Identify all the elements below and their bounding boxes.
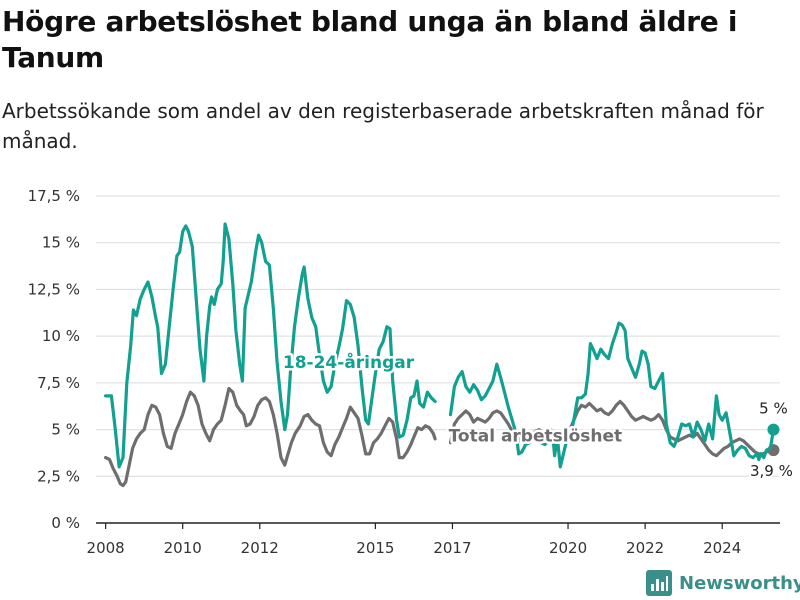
x-tick-label: 2015 [356,539,394,557]
end-value-youth: 5 % [759,400,788,418]
brand-name: Newsworthy [679,572,800,594]
y-axis-tick-labels: 0 % 2,5 % 5 % 7,5 % 10 % 12,5 % 15 % 17,5 % [28,187,80,532]
series-line-youth [104,222,437,469]
series-label-youth: 18-24-åringar [283,351,415,373]
y-tick-label: 12,5 % [28,280,80,298]
x-axis: 2008 2010 2012 2015 2017 2020 2022 2024 [87,522,780,557]
y-tick-label: 5 % [51,421,80,439]
series-label-total: Total arbetslöshet [449,427,623,447]
y-tick-label: 7,5 % [37,374,80,392]
x-tick-label: 2024 [703,539,741,557]
y-tick-label: 2,5 % [37,467,80,485]
y-tick-label: 15 % [42,234,80,252]
y-tick-label: 17,5 % [28,187,80,205]
x-tick-label: 2017 [433,539,471,557]
series-line-total [104,386,437,488]
end-value-total: 3,9 % [750,462,793,480]
x-tick-label: 2022 [626,539,664,557]
series-line-total [448,399,775,458]
y-tick-label: 10 % [42,327,80,345]
series-line-youth [448,321,775,469]
series-lines [104,222,780,488]
page-title: Högre arbetslöshet bland unga än bland ä… [2,5,738,74]
x-tick-label: 2020 [549,539,587,557]
x-tick-label: 2012 [241,539,279,557]
end-point-youth [767,423,780,436]
y-tick-label: 0 % [51,514,80,532]
x-tick-label: 2008 [87,539,125,557]
page-subtitle: Arbetssökande som andel av den registerb… [2,99,764,153]
newsworthy-logo: Newsworthy [646,568,800,598]
bar-chart-logo-icon [646,570,672,596]
x-tick-label: 2010 [164,539,202,557]
chart-annotations: 18-24-åringar Total arbetslöshet 5 % 3,9 % [280,348,794,482]
